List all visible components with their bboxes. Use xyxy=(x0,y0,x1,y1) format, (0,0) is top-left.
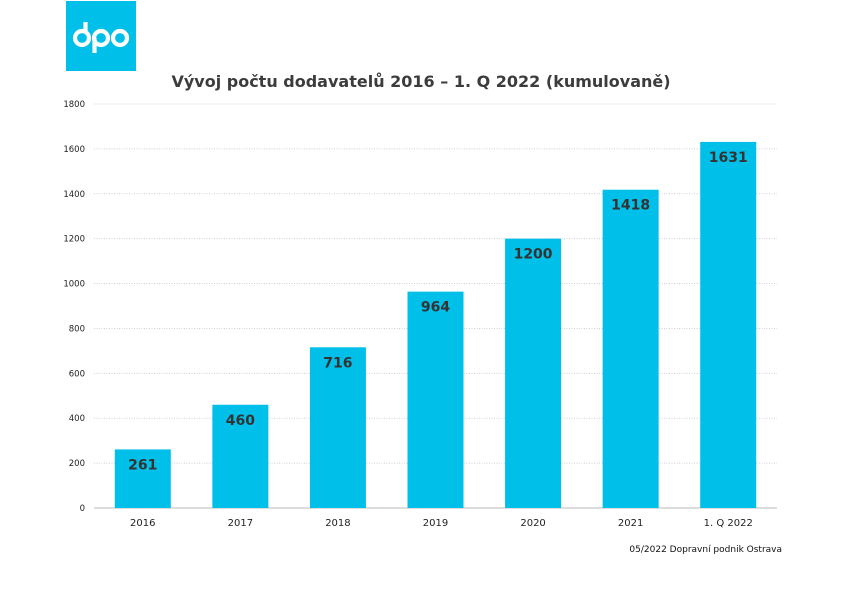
x-tick-label: 2020 xyxy=(520,518,545,529)
bar xyxy=(602,189,659,508)
y-tick-label: 400 xyxy=(69,414,85,424)
bar xyxy=(114,449,171,508)
y-tick-label: 600 xyxy=(69,369,85,379)
y-tick-label: 1000 xyxy=(63,280,85,290)
y-tick-label: 1200 xyxy=(63,235,85,245)
x-tick-label: 2019 xyxy=(423,518,448,529)
source-note: 05/2022 Dopravní podnik Ostrava xyxy=(629,545,782,555)
y-tick-label: 800 xyxy=(69,324,85,334)
x-tick-label: 1. Q 2022 xyxy=(704,518,753,529)
data-label: 1200 xyxy=(514,247,553,263)
y-tick-label: 1800 xyxy=(63,100,85,110)
x-tick-label: 2021 xyxy=(618,518,643,529)
data-label: 716 xyxy=(323,355,352,371)
y-tick-label: 200 xyxy=(69,459,85,469)
data-label: 964 xyxy=(421,300,450,316)
x-tick-label: 2018 xyxy=(325,518,350,529)
bar xyxy=(700,141,757,509)
x-tick-label: 2017 xyxy=(228,518,253,529)
chart-title: Vývoj počtu dodavatelů 2016 – 1. Q 2022 … xyxy=(171,72,671,91)
dpo-logo-icon xyxy=(72,22,130,53)
dpo-logo xyxy=(66,1,136,71)
y-tick-label: 1600 xyxy=(63,145,85,155)
x-tick-label: 2016 xyxy=(130,518,155,529)
bar xyxy=(505,238,562,508)
data-label: 1418 xyxy=(611,198,650,214)
bar xyxy=(212,404,269,508)
bar xyxy=(407,291,464,508)
data-label: 1631 xyxy=(709,150,748,166)
y-tick-label: 1400 xyxy=(63,190,85,200)
data-label: 261 xyxy=(128,457,157,473)
y-tick-label: 0 xyxy=(80,504,85,514)
data-label: 460 xyxy=(226,413,255,429)
bar xyxy=(309,347,366,508)
